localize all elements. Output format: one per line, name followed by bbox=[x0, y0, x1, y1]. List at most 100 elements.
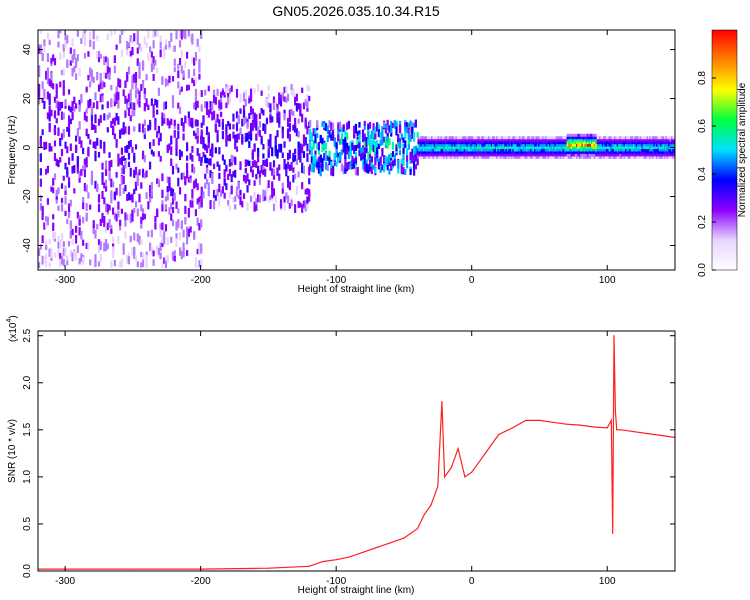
heatmap-cell bbox=[639, 138, 642, 142]
heatmap-cell bbox=[69, 106, 72, 113]
heatmap-cell bbox=[615, 141, 617, 145]
heatmap-cell bbox=[580, 138, 582, 142]
heatmap-cell bbox=[463, 155, 466, 159]
heatmap-cell bbox=[578, 153, 581, 157]
heatmap-cell bbox=[653, 143, 655, 147]
heatmap-cell bbox=[567, 141, 570, 145]
heatmap-cell bbox=[426, 141, 429, 145]
heatmap-cell bbox=[113, 191, 116, 199]
heatmap-cell bbox=[120, 156, 124, 166]
y-tick-label: 1.0 bbox=[22, 469, 33, 483]
heatmap-cell bbox=[370, 139, 373, 147]
heatmap-cell bbox=[529, 138, 532, 142]
heatmap-cell bbox=[665, 148, 668, 152]
heatmap-cell bbox=[645, 148, 647, 152]
heatmap-cell bbox=[207, 136, 210, 143]
heatmap-cell bbox=[154, 118, 157, 125]
heatmap-cell bbox=[141, 79, 145, 89]
heatmap-cell bbox=[554, 143, 556, 147]
heatmap-cell bbox=[262, 169, 265, 175]
heatmap-cell bbox=[292, 167, 295, 173]
heatmap-cell bbox=[267, 139, 270, 147]
heatmap-cell bbox=[477, 148, 479, 152]
heatmap-cell bbox=[601, 141, 604, 145]
heatmap-cell bbox=[504, 143, 506, 147]
heatmap-cell bbox=[490, 150, 493, 154]
heatmap-cell bbox=[557, 155, 559, 159]
heatmap-cell bbox=[390, 152, 393, 159]
heatmap-cell bbox=[186, 51, 189, 59]
heatmap-cell bbox=[413, 166, 416, 176]
heatmap-cell bbox=[83, 160, 87, 170]
heatmap-cell bbox=[639, 136, 642, 140]
heatmap-cell bbox=[171, 96, 175, 103]
heatmap-cell bbox=[39, 168, 42, 176]
heatmap-cell bbox=[164, 196, 168, 202]
heatmap-cell bbox=[365, 140, 368, 148]
heatmap-cell bbox=[66, 170, 69, 178]
heatmap-cell bbox=[295, 93, 298, 102]
heatmap-cell bbox=[494, 153, 497, 157]
heatmap-cell bbox=[347, 120, 351, 129]
x-tick-label: 100 bbox=[599, 576, 616, 587]
heatmap-cell bbox=[60, 183, 64, 189]
heatmap-cell bbox=[257, 151, 260, 158]
heatmap-cell bbox=[388, 125, 391, 133]
heatmap-cell bbox=[326, 163, 329, 171]
heatmap-cell bbox=[490, 155, 493, 159]
heatmap-cell bbox=[588, 141, 590, 145]
heatmap-cell bbox=[404, 131, 407, 140]
heatmap-cell bbox=[614, 155, 616, 159]
heatmap-cell bbox=[477, 141, 479, 145]
heatmap-cell bbox=[483, 153, 486, 157]
heatmap-cell bbox=[460, 148, 463, 152]
heatmap-cell bbox=[264, 194, 267, 201]
heatmap-cell bbox=[191, 121, 194, 129]
heatmap-cell bbox=[478, 150, 481, 154]
heatmap-cell bbox=[448, 146, 451, 150]
heatmap-cell bbox=[527, 153, 529, 157]
snr-point bbox=[538, 419, 541, 421]
heatmap-cell bbox=[106, 204, 109, 213]
heatmap-cell bbox=[316, 120, 319, 128]
heatmap-cell bbox=[597, 141, 600, 145]
heatmap-cell bbox=[413, 161, 416, 169]
heatmap-cell bbox=[492, 141, 494, 145]
heatmap-cell bbox=[390, 120, 393, 128]
heatmap-cell bbox=[400, 164, 403, 174]
heatmap-cell bbox=[120, 49, 124, 58]
heatmap-cell bbox=[569, 133, 571, 137]
heatmap-cell bbox=[590, 138, 593, 142]
heatmap-cell bbox=[87, 133, 90, 139]
heatmap-cell bbox=[309, 141, 312, 151]
heatmap-cell bbox=[672, 141, 674, 145]
heatmap-cell bbox=[212, 110, 216, 120]
heatmap-cell bbox=[227, 84, 230, 92]
heatmap-cell bbox=[506, 141, 509, 145]
heatmap-cell bbox=[191, 56, 194, 64]
heatmap-cell bbox=[669, 150, 672, 154]
heatmap-cell bbox=[662, 143, 665, 147]
heatmap-cell bbox=[269, 162, 272, 169]
heatmap-cell bbox=[544, 148, 547, 152]
heatmap-cell bbox=[140, 221, 143, 229]
heatmap-cell bbox=[211, 111, 214, 121]
heatmap-cell bbox=[363, 123, 366, 130]
heatmap-cell bbox=[634, 150, 636, 154]
colorbar-tick-label: 0.8 bbox=[697, 71, 708, 85]
heatmap-cell bbox=[607, 155, 609, 159]
heatmap-cell bbox=[92, 220, 95, 229]
heatmap-cell bbox=[509, 141, 512, 145]
heatmap-cell bbox=[126, 40, 129, 50]
heatmap-cell bbox=[46, 32, 50, 40]
heatmap-cell bbox=[45, 168, 48, 175]
heatmap-cell bbox=[326, 155, 329, 161]
heatmap-cell bbox=[627, 141, 630, 145]
heatmap-cell bbox=[395, 122, 398, 130]
heatmap-cell bbox=[150, 149, 153, 155]
heatmap-cell bbox=[470, 153, 472, 157]
heatmap-cell bbox=[356, 141, 359, 149]
heatmap-cell bbox=[71, 38, 74, 47]
heatmap-cell bbox=[349, 150, 352, 156]
heatmap-cell bbox=[467, 141, 470, 145]
